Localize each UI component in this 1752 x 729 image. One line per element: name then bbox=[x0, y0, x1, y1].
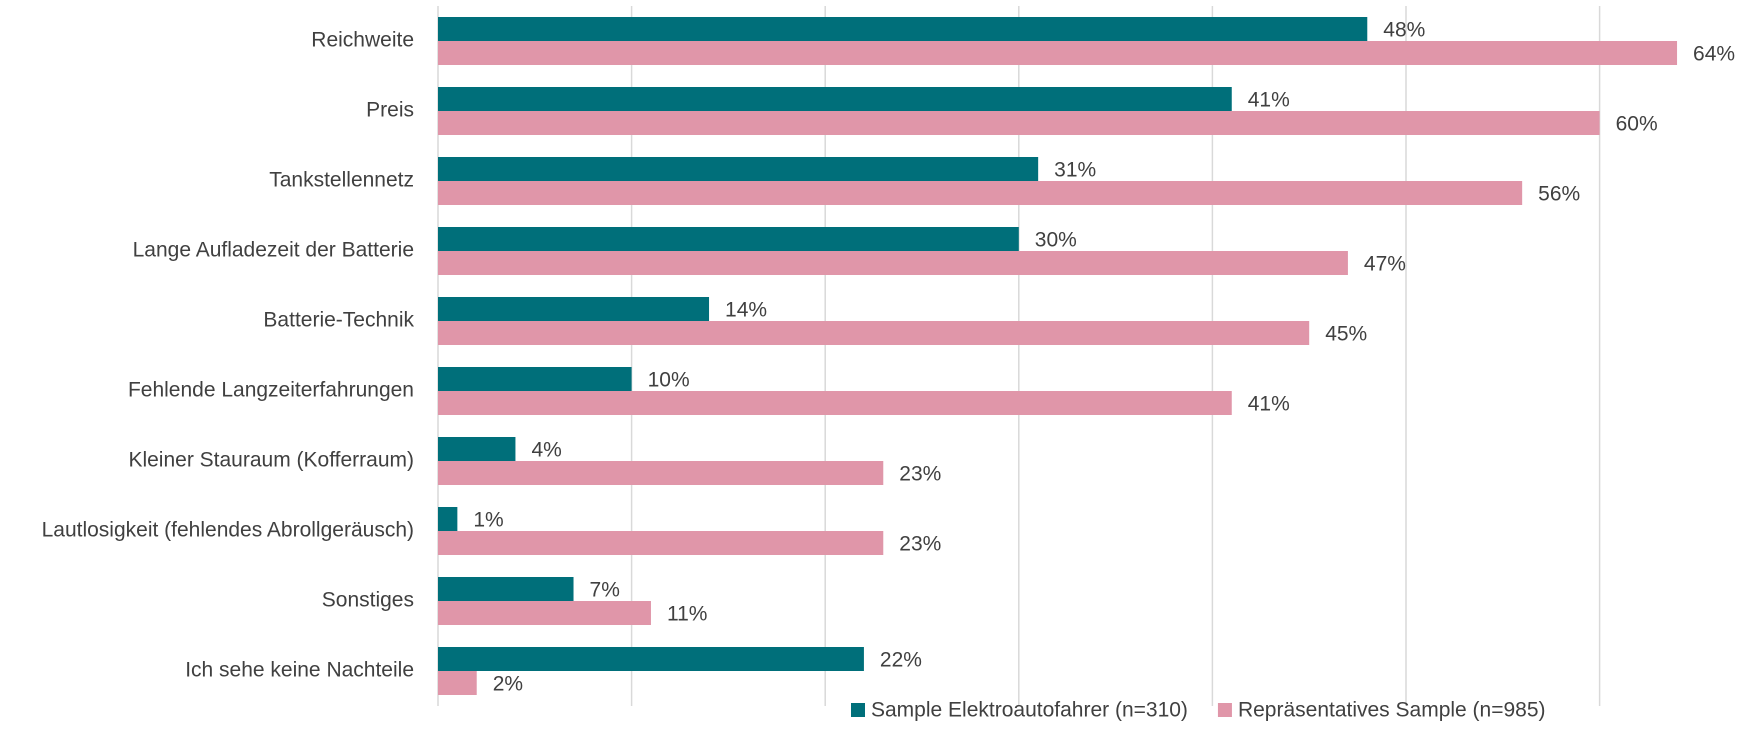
value-label: 14% bbox=[725, 299, 767, 322]
bar bbox=[438, 461, 884, 485]
category-label: Fehlende Langzeiterfahrungen bbox=[128, 379, 414, 402]
bar bbox=[438, 577, 574, 601]
value-label: 31% bbox=[1054, 159, 1096, 182]
category-label: Lautlosigkeit (fehlendes Abrollgeräusch) bbox=[42, 519, 414, 542]
category-label: Ich sehe keine Nachteile bbox=[185, 659, 414, 682]
bar bbox=[438, 17, 1368, 41]
legend-label: Repräsentatives Sample (n=985) bbox=[1238, 699, 1546, 722]
bar bbox=[438, 601, 651, 625]
category-label: Reichweite bbox=[311, 29, 414, 52]
bar bbox=[438, 41, 1678, 65]
bar bbox=[438, 157, 1039, 181]
bar bbox=[438, 227, 1019, 251]
value-label: 56% bbox=[1538, 183, 1580, 206]
value-label: 7% bbox=[590, 579, 620, 602]
legend-swatch bbox=[1217, 703, 1232, 717]
bar bbox=[438, 531, 884, 555]
value-label: 22% bbox=[880, 649, 922, 672]
bar bbox=[438, 321, 1310, 345]
bar bbox=[438, 647, 864, 671]
legend-swatch bbox=[851, 703, 865, 717]
value-label: 60% bbox=[1616, 113, 1658, 136]
value-label: 4% bbox=[531, 439, 561, 462]
value-label: 41% bbox=[1248, 393, 1290, 416]
bar bbox=[438, 437, 516, 461]
value-label: 41% bbox=[1248, 89, 1290, 112]
value-label: 45% bbox=[1325, 323, 1367, 346]
value-label: 2% bbox=[493, 673, 523, 696]
value-label: 1% bbox=[473, 509, 503, 532]
category-label: Batterie-Technik bbox=[263, 309, 414, 332]
category-label: Tankstellennetz bbox=[269, 169, 414, 192]
bar bbox=[438, 87, 1232, 111]
bar bbox=[438, 251, 1348, 275]
bar bbox=[438, 111, 1600, 135]
bar bbox=[438, 367, 632, 391]
value-label: 30% bbox=[1035, 229, 1077, 252]
value-label: 10% bbox=[648, 369, 690, 392]
value-label: 23% bbox=[899, 533, 941, 556]
value-label: 47% bbox=[1364, 253, 1406, 276]
bar bbox=[438, 507, 458, 531]
legend-label: Sample Elektroautofahrer (n=310) bbox=[871, 699, 1188, 722]
value-label: 48% bbox=[1383, 19, 1425, 42]
bar bbox=[438, 391, 1232, 415]
bar bbox=[438, 181, 1523, 205]
category-label: Kleiner Stauraum (Kofferraum) bbox=[128, 449, 414, 472]
bar bbox=[438, 671, 477, 695]
value-label: 64% bbox=[1693, 43, 1735, 66]
category-label: Preis bbox=[366, 99, 414, 122]
bar bbox=[438, 297, 710, 321]
value-label: 23% bbox=[899, 463, 941, 486]
category-label: Lange Aufladezeit der Batterie bbox=[133, 239, 414, 262]
value-label: 11% bbox=[667, 603, 707, 626]
category-label: Sonstiges bbox=[322, 589, 414, 612]
